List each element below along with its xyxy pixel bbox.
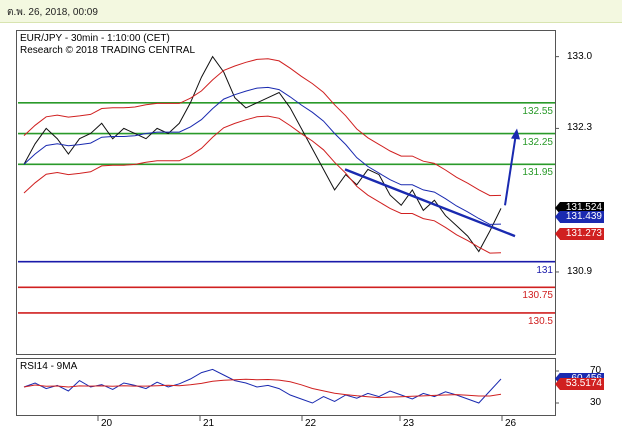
- chart-title: EUR/JPY - 30min - 1:10:00 (CET): [20, 33, 170, 44]
- price-chart-panel: [16, 30, 556, 355]
- rsi-title: RSI14 - 9MA: [20, 361, 78, 372]
- level-label: 132.55: [522, 105, 553, 117]
- rsi-tick-label: 70: [590, 365, 602, 376]
- projection-arrow: [504, 133, 517, 206]
- x-tick-label: 22: [305, 418, 317, 429]
- rsi-tag-pointer: [555, 378, 560, 391]
- y-tick-label: 132.3: [567, 122, 593, 134]
- bollinger-upper: [23, 58, 502, 197]
- level-label: 131: [536, 264, 553, 276]
- price-tag-pointer: [555, 210, 560, 223]
- rsi-tag: 53.5174: [560, 378, 604, 391]
- rsi-tick-label: 30: [590, 397, 602, 408]
- top-bar: ต.พ. 26, 2018, 00:09: [0, 0, 622, 23]
- rsi-line: [23, 368, 502, 404]
- moving-average-line: [23, 86, 502, 225]
- chart-subtitle: Research © 2018 TRADING CENTRAL: [20, 45, 196, 56]
- x-tick-label: 26: [505, 418, 517, 429]
- bollinger-lower: [23, 115, 502, 254]
- price-tag-pointer: [555, 201, 560, 214]
- trend-line: [344, 168, 516, 238]
- x-tick-label: 21: [203, 418, 215, 429]
- projection-arrowhead: [511, 128, 520, 140]
- level-label: 130.5: [527, 315, 553, 327]
- price-tag-pointer: [555, 227, 560, 240]
- x-tick-label: 20: [101, 418, 113, 429]
- x-tick-label: 23: [403, 418, 415, 429]
- level-label: 131.95: [522, 167, 553, 179]
- price-line: [23, 55, 502, 253]
- price-tag: 131.273: [560, 227, 604, 240]
- date-time: ต.พ. 26, 2018, 00:09: [7, 7, 98, 18]
- price-tag: 131.439: [560, 210, 604, 223]
- y-tick-label: 130.9: [567, 265, 593, 277]
- level-label: 130.75: [522, 290, 553, 302]
- rsi-ma-line: [23, 378, 502, 399]
- level-label: 132.25: [522, 136, 553, 148]
- y-tick-label: 133.0: [567, 50, 593, 62]
